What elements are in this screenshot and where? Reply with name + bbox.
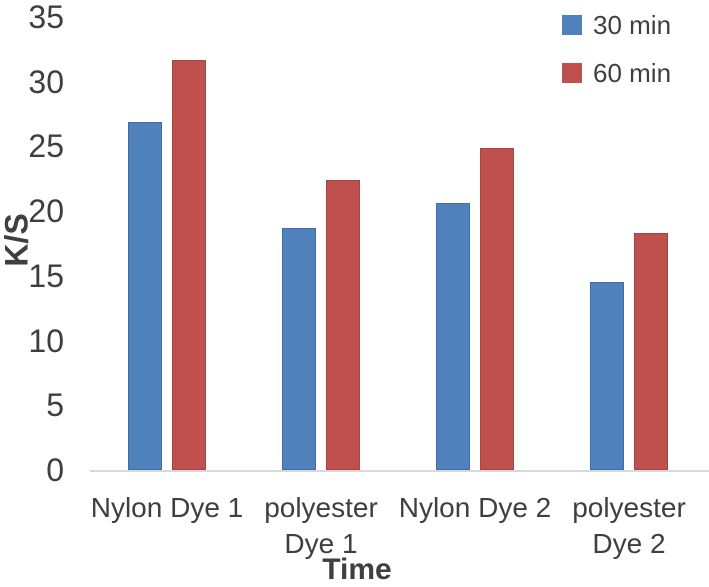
x-category-label: Nylon Dye 2 — [398, 492, 552, 523]
x-category-label: polyester Dye 2 — [572, 492, 686, 560]
x-axis-line — [90, 470, 709, 472]
bar-30-min — [282, 227, 316, 470]
y-tick-label: 0 — [46, 452, 64, 488]
y-tick-label: 35 — [28, 0, 64, 35]
plot-area — [90, 17, 706, 470]
bar-60-min — [172, 59, 206, 470]
legend-swatch-icon — [562, 63, 582, 83]
bar-60-min — [480, 147, 514, 470]
bar-60-min — [326, 180, 360, 470]
bar-group — [90, 17, 244, 470]
legend-label: 30 min — [593, 9, 672, 40]
bar-30-min — [590, 282, 624, 470]
bar-group — [398, 17, 552, 470]
bar-group — [244, 17, 398, 470]
bar-30-min — [128, 121, 162, 470]
legend-item-30-min: 30 min — [562, 8, 671, 42]
y-tick-label: 25 — [28, 128, 64, 165]
y-tick-label: 20 — [28, 193, 64, 230]
y-axis-ticks: 0 5 10 15 20 25 30 35 — [0, 1, 64, 486]
bar-group — [552, 17, 706, 470]
legend-swatch-icon — [562, 15, 582, 35]
legend: 30 min 60 min — [562, 8, 671, 90]
y-tick-label: 5 — [46, 387, 64, 424]
x-category-label: polyester Dye 1 — [264, 492, 378, 560]
legend-label: 60 min — [593, 57, 672, 88]
bar-60-min — [634, 233, 668, 470]
legend-item-60-min: 60 min — [562, 56, 671, 90]
x-axis-title: Time — [322, 553, 392, 586]
y-tick-label: 10 — [28, 322, 64, 359]
y-tick-label: 30 — [28, 63, 64, 100]
x-category-label: Nylon Dye 1 — [90, 492, 244, 523]
bar-30-min — [436, 203, 470, 470]
x-axis-labels: Nylon Dye 1 polyester Dye 1 Nylon Dye 2 pol… — [90, 490, 706, 563]
y-tick-label: 15 — [28, 257, 64, 294]
